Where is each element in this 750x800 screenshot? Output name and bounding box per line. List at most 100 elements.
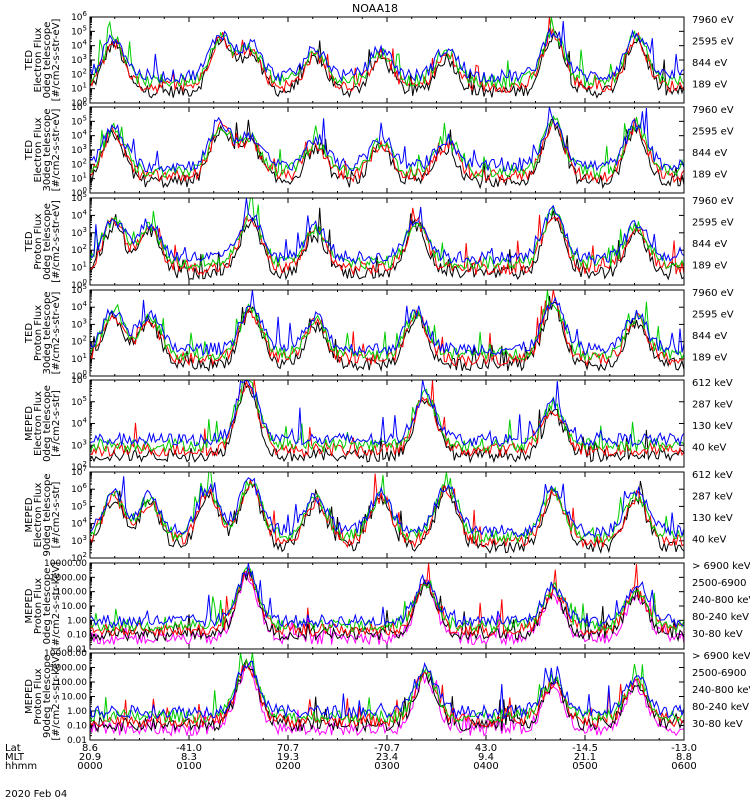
series-line [90,380,684,458]
y-tick-label: 101 [71,261,87,274]
legend: 7960 eV 2595 eV 844 eV 189 eV [692,15,734,91]
legend: 7960 eV 2595 eV 844 eV 189 eV [692,196,734,272]
y-axis-label-line: [#/cm2-s-str-keV] [51,652,62,740]
y-axis-label-line: MEPED [24,588,35,623]
y-tick-label: 105 [71,114,87,127]
y-axis-label-line: Electron Flux [33,117,44,182]
x-tick-label: 0500 [572,761,597,772]
legend-entry: 612 keV [692,378,733,389]
y-tick-label: 106 [71,482,87,495]
x-tick-label: 8.8 [676,752,692,763]
legend-entry: 7960 eV [692,15,734,26]
y-tick-label: 105 [71,24,87,37]
y-axis-label-line: 90deg telescope [42,473,53,556]
legend-entry: 189 eV [692,353,727,364]
y-axis-label-line: MEPED [24,406,35,441]
series-line [90,290,684,357]
y-tick-label: 101 [71,352,87,365]
series-line [90,30,684,99]
legend-entry: 189 eV [692,170,727,181]
x-tick-label: 8.3 [181,752,197,763]
legend: 7960 eV 2595 eV 844 eV 189 eV [692,105,734,181]
y-axis-label-line: TED [24,323,35,344]
y-tick-label: 102 [71,157,87,170]
series-line [90,380,684,448]
x-row-label: MLT [5,752,25,763]
legend-entry: 2595 eV [692,37,734,48]
x-tick-label: -70.7 [374,743,400,754]
y-tick-label: 103 [71,534,87,547]
y-tick-label: 102 [71,67,87,80]
y-axis-label-line: 30deg telescope [42,291,53,374]
traces [90,198,684,281]
y-tick-label: 0.01 [67,736,87,746]
panel-8: 0.010.101.0010.00100.001000.0010000.00ME… [24,649,750,746]
legend-entry: 40 keV [692,443,726,454]
legend-entry: 7960 eV [692,288,734,299]
legend-entry: 287 keV [692,492,733,503]
traces [90,17,684,99]
legend-entry: 2595 eV [692,218,734,229]
legend: 612 keV 287 keV 130 keV 40 keV [692,470,733,546]
legend-entry: 80-240 keV [692,612,749,623]
legend-entry: 2595 eV [692,310,734,321]
y-tick-label: 100.00 [56,588,88,598]
legend-entry: 40 keV [692,535,726,546]
series-line [90,566,684,633]
figure-title: NOAA18 [352,2,398,15]
legend-entry: 130 keV [692,513,733,524]
y-tick-label: 1000.00 [50,573,87,583]
series-line [90,653,684,725]
legend: 7960 eV 2595 eV 844 eV 189 eV [692,288,734,364]
legend-entry: 189 eV [692,80,727,91]
legend-entry: 240-800 keV [692,685,750,696]
legend-entry: 30-80 keV [692,719,743,730]
traces [90,107,684,190]
legend-entry: 240-800 keV [692,595,750,606]
y-tick-label: 103 [71,438,87,451]
series-line [90,660,684,720]
series-line [90,563,684,630]
y-tick-label: 104 [71,517,87,530]
legend: > 6900 keV 2500-6900 240-800 keV 80-240 keV… [692,651,750,730]
traces [90,653,684,737]
legend-entry: 189 eV [692,261,727,272]
x-tick-label: -14.5 [572,743,598,754]
y-axis-label-line: MEPED [24,497,35,532]
y-axis-label-line: Proton Flux [33,305,44,361]
series-line [90,658,684,733]
series-line [90,207,684,276]
traces [90,472,684,554]
y-axis-label-line: 30deg telescope [42,108,53,191]
series-line [90,17,684,90]
y-axis-label-line: Proton Flux [33,213,44,269]
y-axis-label-line: [#/cm2-s-str] [51,481,62,548]
x-tick-label: 43.0 [475,743,497,754]
x-tick-label: -13.0 [671,743,697,754]
y-axis-label-line: [#/cm2-s-str-eV] [51,109,62,192]
traces [90,563,684,647]
x-tick-label: 0400 [473,761,498,772]
x-tick-label: 0200 [275,761,300,772]
y-tick-label: 10000.00 [44,649,87,659]
series-line [90,476,684,539]
series-line [90,380,684,454]
y-axis-label-line: [#/cm2-s-str-eV] [51,200,62,283]
x-tick-label: 70.7 [277,743,299,754]
y-axis-label-line: 0deg telescope [42,203,53,280]
y-axis-label-line: [#/cm2-s-str-keV] [51,562,62,650]
legend-entry: 844 eV [692,148,727,159]
panel-frame [89,106,685,194]
y-axis-label-line: TED [24,231,35,252]
